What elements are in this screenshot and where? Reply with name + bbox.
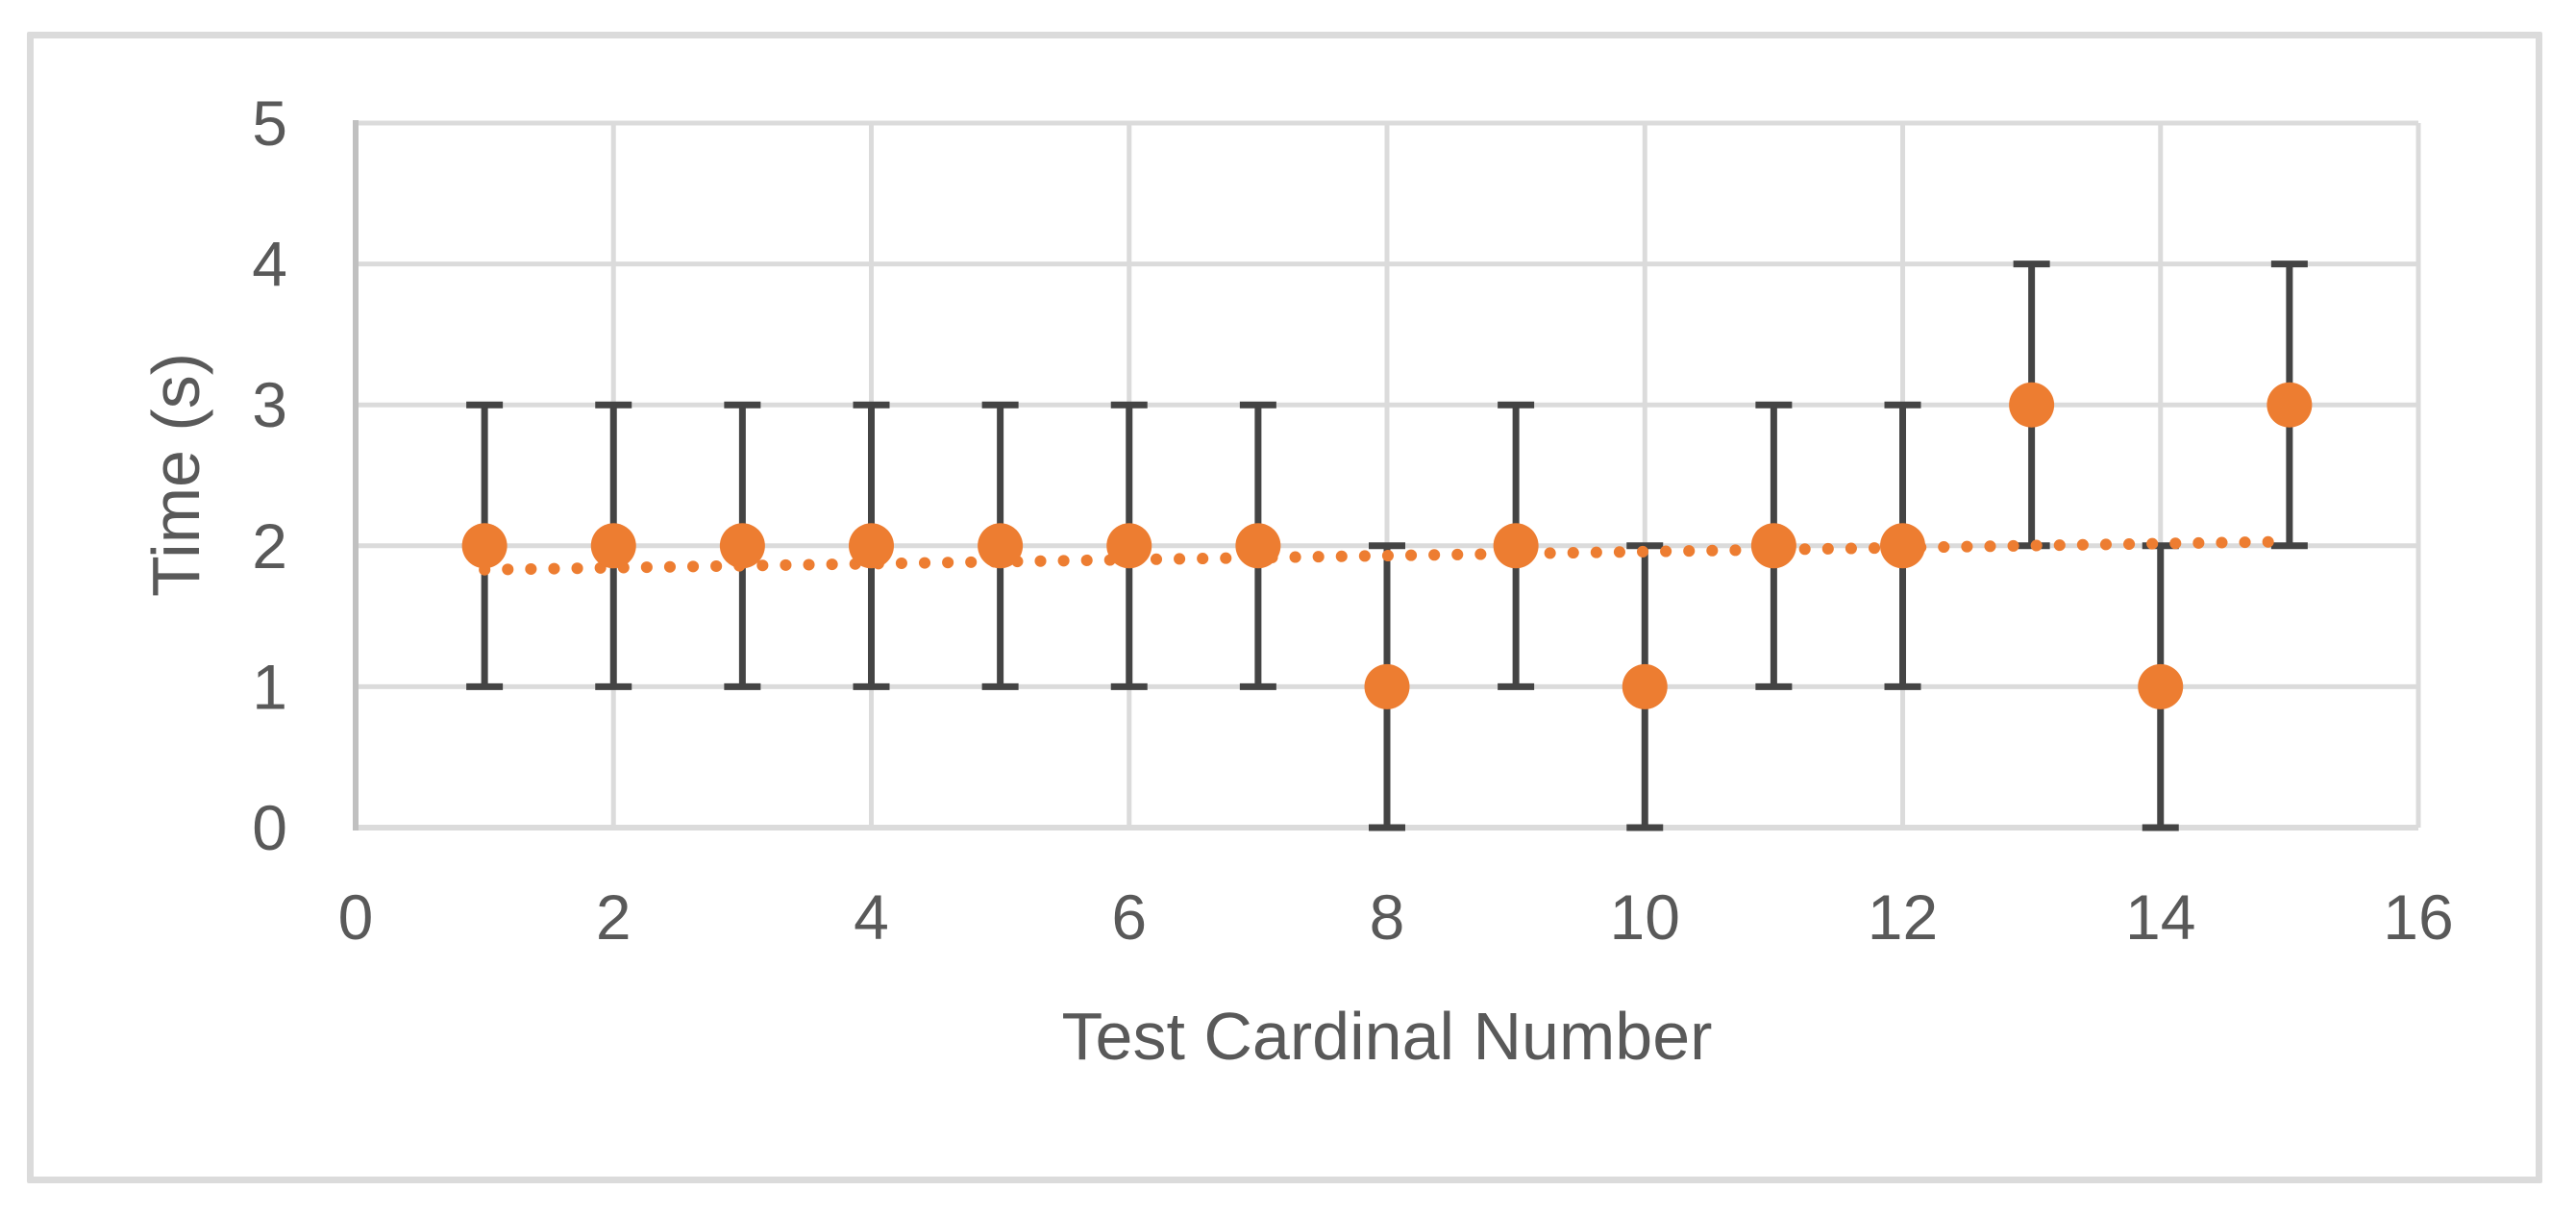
x-tick-label: 16 [2383, 881, 2453, 953]
data-point [2266, 382, 2313, 428]
data-point [978, 523, 1024, 569]
data-point [2009, 382, 2055, 428]
x-axis-title: Test Cardinal Number [1062, 999, 1713, 1074]
x-tick-label: 8 [1370, 881, 1405, 953]
x-tick-label: 12 [1868, 881, 1938, 953]
data-point [2138, 663, 2184, 709]
data-points-layer [461, 382, 2313, 709]
data-point [849, 523, 894, 569]
y-tick-label: 2 [252, 510, 287, 582]
y-tick-label: 0 [252, 792, 287, 863]
figure-border [27, 32, 2542, 1183]
x-tick-label: 10 [1610, 881, 1680, 953]
data-point [590, 523, 636, 569]
x-tick-label: 4 [854, 881, 889, 953]
y-tick-label: 4 [252, 229, 287, 300]
data-point [461, 523, 508, 569]
data-point [1622, 663, 1668, 709]
y-tick-label: 3 [252, 369, 287, 440]
data-point [1493, 523, 1539, 569]
data-point [1880, 523, 1925, 569]
trendline-layer [479, 535, 2295, 576]
x-tick-label: 14 [2125, 881, 2195, 953]
x-tick-label: 6 [1111, 881, 1147, 953]
data-point [1364, 663, 1410, 709]
data-point [1750, 523, 1796, 569]
y-axis-title: Time (s) [138, 353, 213, 597]
y-tick-label: 5 [252, 87, 287, 159]
x-tick-label: 2 [596, 881, 632, 953]
data-point [1235, 523, 1281, 569]
data-point [1106, 523, 1152, 569]
trendline [479, 535, 2295, 576]
data-point [719, 523, 765, 569]
y-tick-label: 1 [252, 651, 287, 722]
x-tick-label: 0 [338, 881, 374, 953]
